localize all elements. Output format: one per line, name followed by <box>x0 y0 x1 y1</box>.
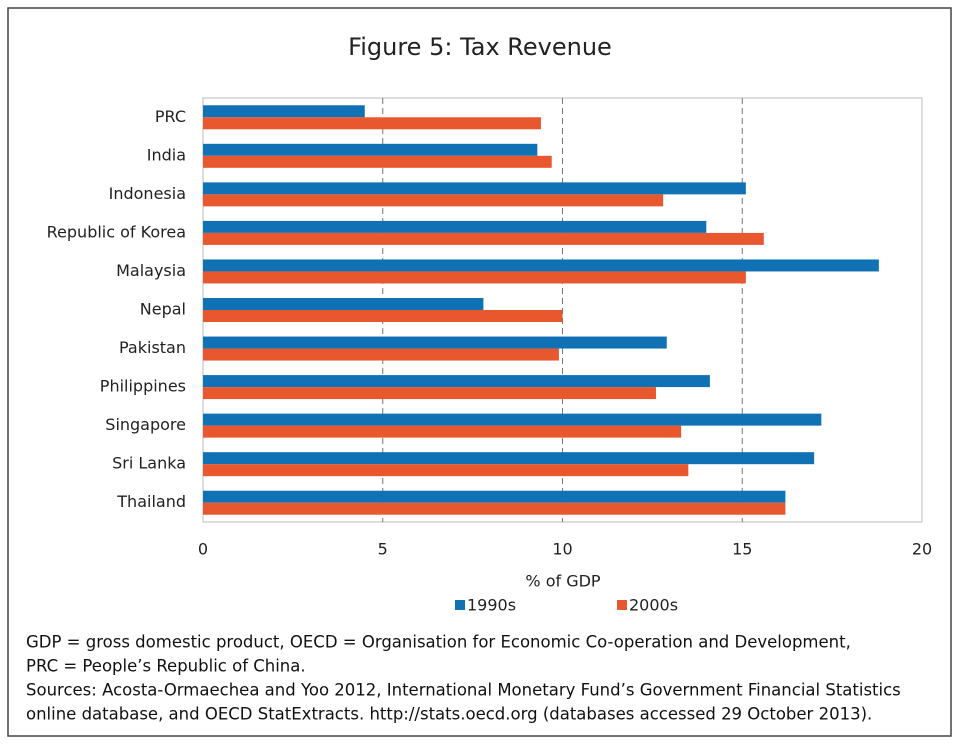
bar <box>203 143 538 156</box>
bar <box>203 490 786 503</box>
footnote: PRC = People’s Republic of China. <box>26 657 306 676</box>
bar <box>203 375 710 388</box>
bar <box>203 155 552 168</box>
x-tick-label: 10 <box>552 540 572 559</box>
bar <box>203 413 822 426</box>
bar <box>203 502 786 515</box>
x-tick-label: 5 <box>378 540 388 559</box>
x-tick-label: 15 <box>732 540 752 559</box>
y-tick-label: Sri Lanka <box>112 454 186 473</box>
bar <box>203 387 656 400</box>
y-tick-label: Nepal <box>140 300 186 319</box>
y-tick-label: Indonesia <box>109 184 186 203</box>
y-tick-label: Republic of Korea <box>47 222 186 241</box>
y-tick-label: Malaysia <box>116 261 186 280</box>
bar <box>203 232 764 245</box>
bar <box>203 310 563 322</box>
legend-swatch <box>617 600 627 610</box>
bar <box>203 182 746 195</box>
legend-swatch <box>455 600 465 610</box>
frame <box>7 7 952 737</box>
bar <box>203 298 484 310</box>
bar <box>203 220 707 233</box>
bar <box>203 336 667 349</box>
bar <box>203 425 682 438</box>
legend-label: 2000s <box>629 596 678 615</box>
chart-title: Figure 5: Tax Revenue <box>348 33 612 61</box>
bar <box>203 452 815 465</box>
x-tick-label: 20 <box>912 540 932 559</box>
bar <box>203 259 879 272</box>
footnote: GDP = gross domestic product, OECD = Org… <box>26 633 851 652</box>
y-tick-label: Pakistan <box>119 338 186 357</box>
y-tick-label: PRC <box>155 107 186 126</box>
y-tick-label: India <box>147 145 186 164</box>
bar <box>203 194 664 207</box>
y-tick-label: Singapore <box>105 415 186 434</box>
legend-label: 1990s <box>467 596 516 615</box>
bar <box>203 348 559 361</box>
bar <box>203 464 689 477</box>
footnote: Sources: Acosta-Ormaechea and Yoo 2012, … <box>26 681 901 700</box>
bar <box>203 105 365 118</box>
bar <box>203 271 746 284</box>
footnote: online database, and OECD StatExtracts. … <box>26 705 872 724</box>
bar <box>203 117 541 130</box>
y-tick-label: Philippines <box>100 377 186 396</box>
y-tick-label: Thailand <box>116 492 186 511</box>
x-axis-label: % of GDP <box>525 572 601 591</box>
x-tick-label: 0 <box>198 540 208 559</box>
